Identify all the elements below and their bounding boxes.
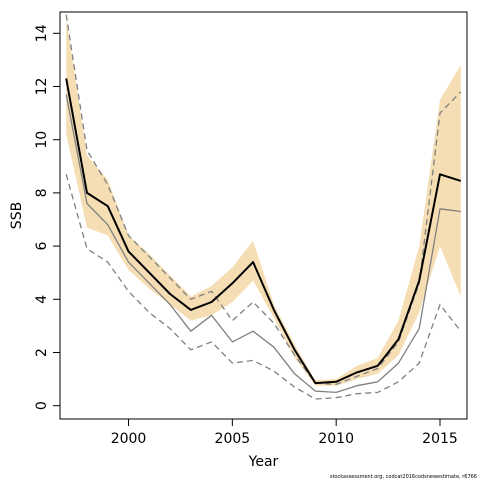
x-tick-label: 2015 (422, 431, 458, 447)
series-line-1 (65, 78, 462, 385)
y-tick-label: 8 (34, 188, 50, 197)
x-tick-label: 2000 (111, 431, 147, 447)
x-axis: 2000 2005 2010 2015 (111, 419, 458, 447)
y-tick-label: 4 (34, 295, 50, 304)
y-tick-label: 10 (34, 131, 50, 149)
x-tick-label: 2010 (318, 431, 354, 447)
plot-frame (59, 11, 468, 420)
series-line-4 (65, 174, 462, 400)
y-tick-label: 12 (34, 78, 50, 96)
footnote-text: stockassessment.org, codcat2016codsnewes… (330, 474, 477, 480)
x-axis-title: Year (248, 454, 279, 470)
y-tick-label: 0 (34, 401, 50, 410)
y-tick-label: 6 (34, 242, 50, 251)
y-axis: 0 2 4 6 8 10 12 14 (34, 24, 60, 410)
series-layer (65, 14, 462, 400)
confidence-band-layer (66, 17, 461, 386)
series-line-3 (65, 14, 462, 386)
x-tick-label: 2005 (215, 431, 251, 447)
y-tick-label: 14 (34, 24, 50, 42)
confidence-band (66, 17, 461, 386)
y-tick-label: 2 (34, 348, 50, 357)
y-axis-title: SSB (9, 202, 25, 229)
series-line-2 (65, 94, 461, 394)
